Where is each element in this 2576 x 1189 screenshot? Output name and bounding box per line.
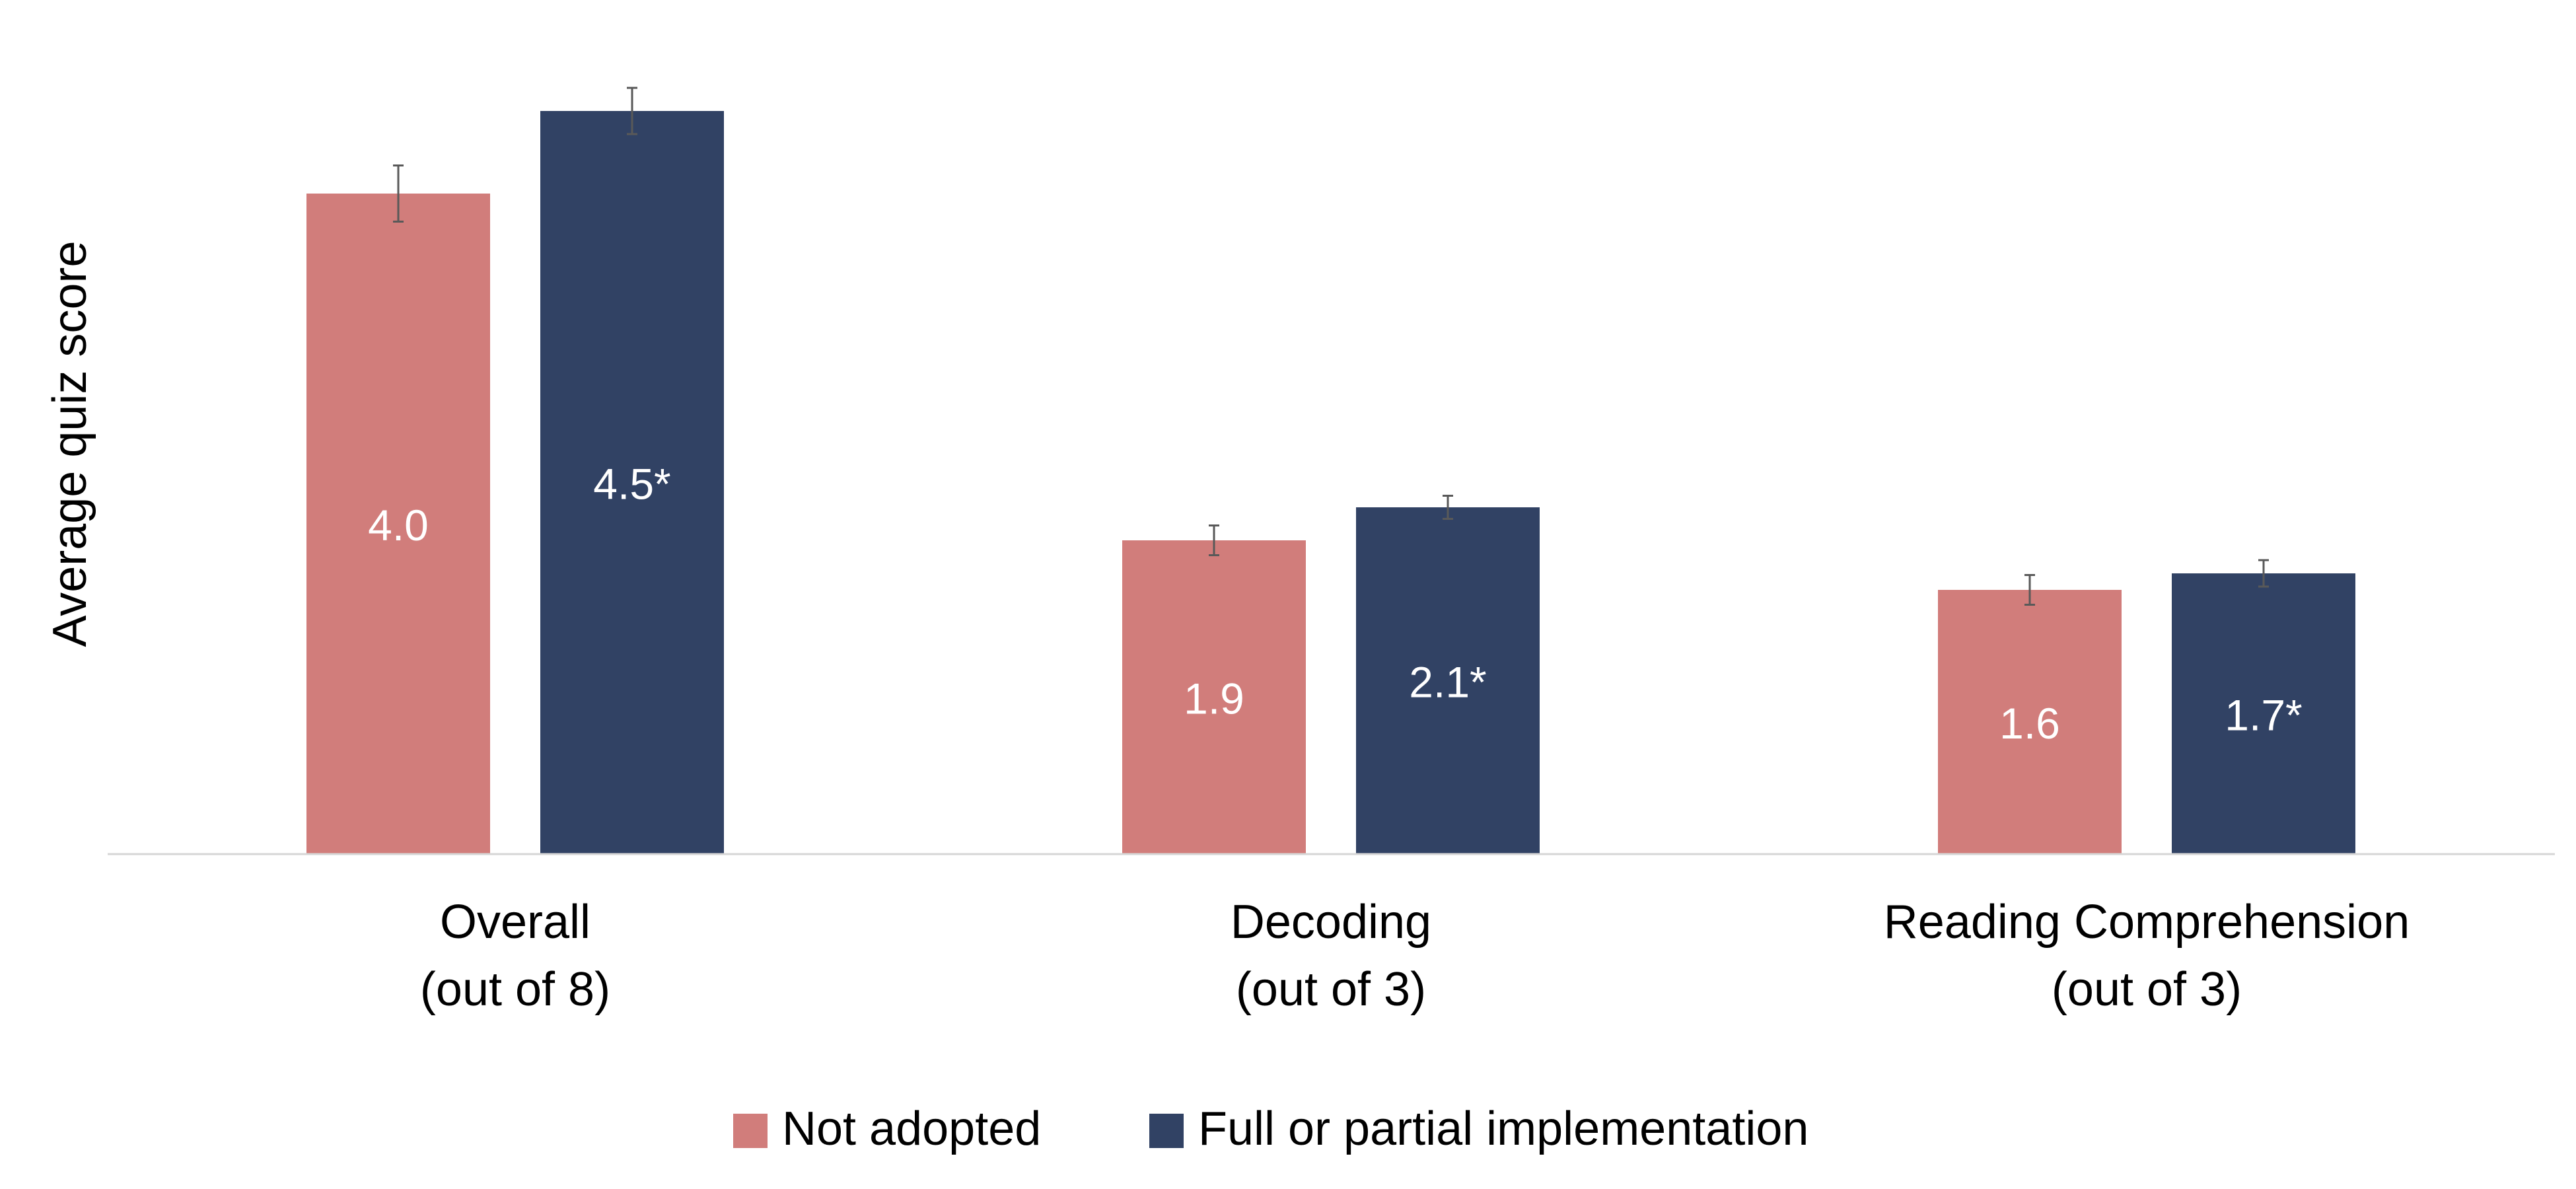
legend-item-implementation: Full or partial implementation: [1149, 1102, 1808, 1155]
category-label-2-line2: (out of 3): [2052, 963, 2242, 1016]
error-bar-0-2: [2024, 574, 2035, 606]
data-label-0-2: 1.6: [1999, 699, 2060, 748]
legend-swatch-1: [1149, 1114, 1184, 1148]
category-label-0-line2: (out of 8): [420, 963, 610, 1016]
data-label-0-1: 1.9: [1184, 674, 1244, 723]
data-label-1-0: 4.5*: [593, 460, 670, 509]
legend-label-1: Full or partial implementation: [1198, 1102, 1808, 1155]
legend-swatch-0: [733, 1114, 768, 1148]
bar-implementation-2: [2172, 573, 2355, 854]
error-bar-0-1: [1209, 524, 1219, 556]
category-label-1-line2: (out of 3): [1236, 963, 1426, 1016]
category-label-1-line1: Decoding: [1231, 896, 1431, 949]
error-bar-1-2: [2258, 559, 2269, 588]
category-label-2-line1: Reading Comprehension: [1884, 896, 2410, 949]
legend-item-not-adopted: Not adopted: [733, 1102, 1041, 1155]
error-bar-0-0: [393, 164, 404, 223]
bar-implementation-1: [1356, 507, 1540, 854]
category-label-0-line1: Overall: [440, 896, 590, 949]
bar-not-adopted-1: [1122, 540, 1306, 854]
plot-area: 4.0 1.9 1.6 4.5* 2.1* 1.7*: [306, 87, 2355, 854]
y-axis-label: Average quiz score: [44, 240, 96, 647]
data-label-1-2: 1.7*: [2225, 691, 2302, 740]
error-bar-1-1: [1443, 495, 1453, 520]
bar-not-adopted-2: [1938, 590, 2122, 854]
data-label-0-0: 4.0: [368, 501, 429, 550]
error-bar-1-0: [627, 87, 637, 135]
legend: Not adopted Full or partial implementatio…: [733, 1102, 1808, 1155]
data-label-1-1: 2.1*: [1409, 658, 1486, 707]
legend-label-0: Not adopted: [782, 1102, 1041, 1155]
category-labels: Overall (out of 8) Decoding (out of 3) Readi…: [420, 896, 2410, 1016]
bar-implementation-0: [540, 111, 724, 854]
bar-not-adopted-0: [306, 194, 490, 854]
